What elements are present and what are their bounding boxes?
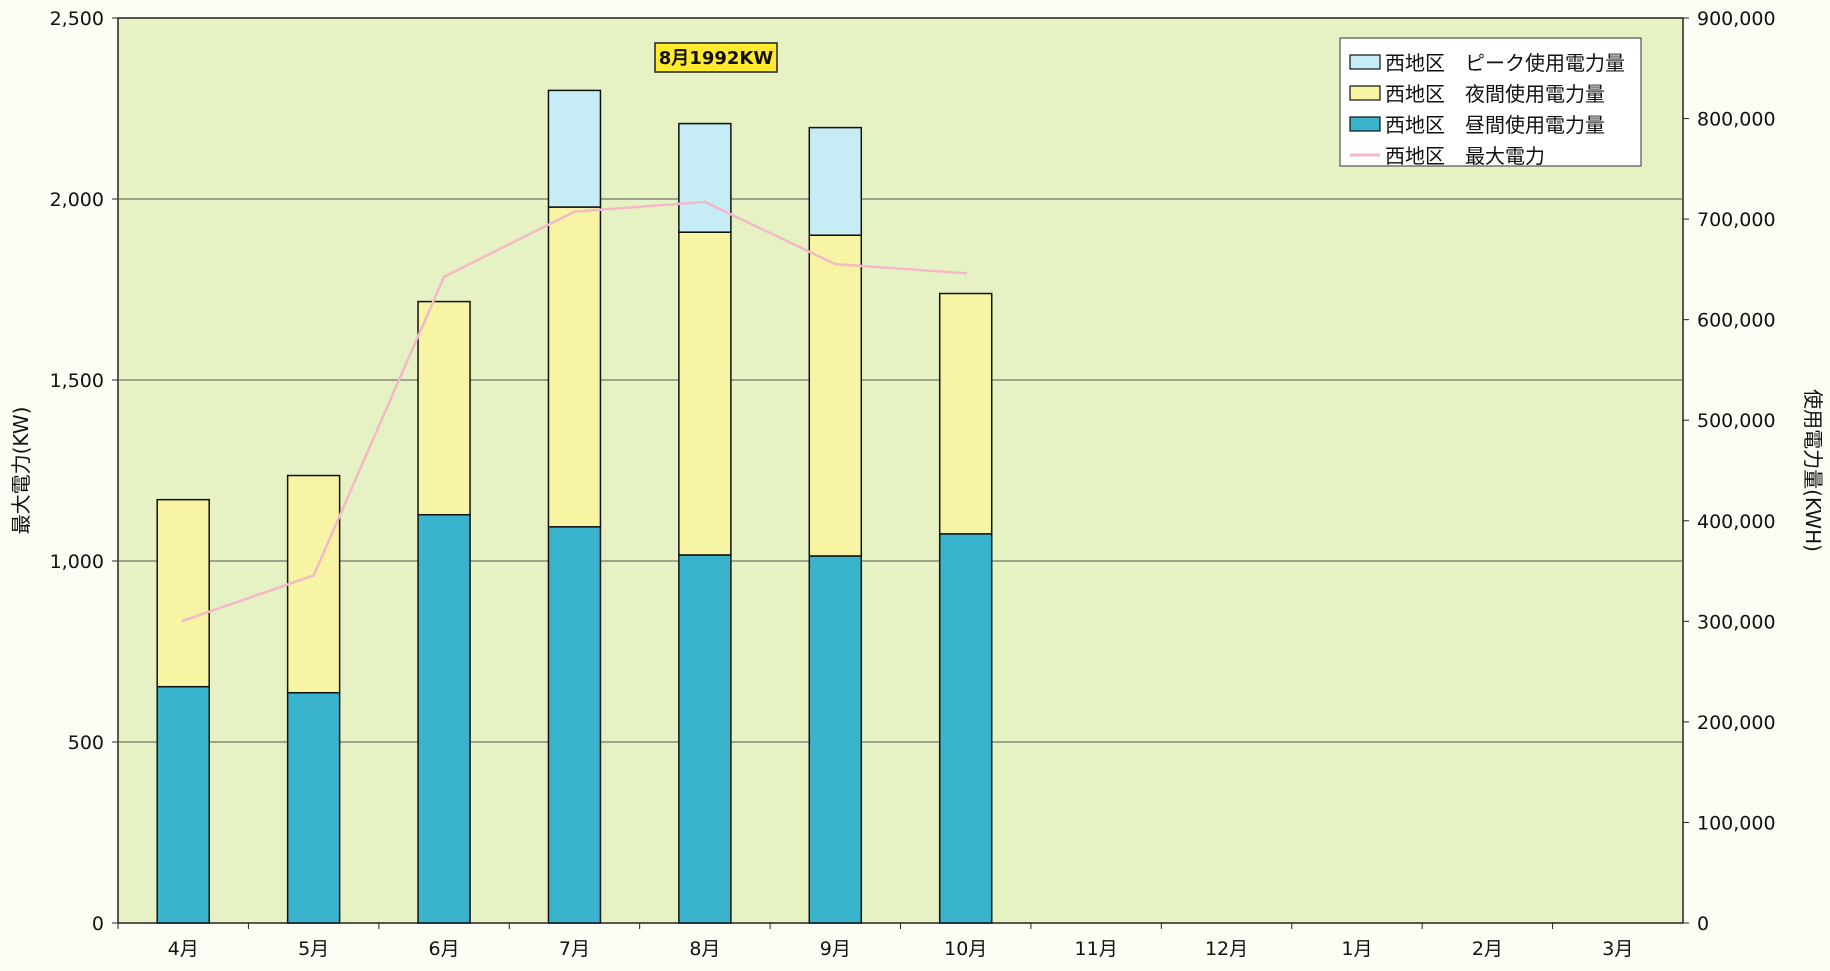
bar-segment	[678, 554, 732, 924]
right-tick-label: 800,000	[1697, 109, 1776, 131]
left-tick-label: 1,500	[50, 370, 104, 392]
right-tick-label: 300,000	[1697, 611, 1776, 633]
x-tick-label: 6月	[428, 938, 459, 960]
max-power-point	[442, 275, 446, 279]
left-tick-label: 2,000	[50, 189, 104, 211]
bar-segment	[938, 533, 993, 924]
bar-segment	[808, 555, 863, 924]
bar-segment	[156, 498, 210, 688]
right-tick-label: 900,000	[1697, 8, 1776, 30]
bar-segment	[156, 685, 210, 924]
x-tick-label: 12月	[1205, 938, 1248, 960]
legend-label: 西地区 ピーク使用電力量	[1385, 51, 1625, 75]
left-tick-label: 1,000	[50, 551, 104, 573]
right-tick-label: 500,000	[1697, 410, 1776, 432]
bar-segment	[808, 126, 863, 236]
legend-label: 西地区 最大電力	[1385, 144, 1545, 168]
right-tick-label: 600,000	[1697, 310, 1776, 332]
right-tick-label: 0	[1697, 913, 1709, 935]
bar-segment	[547, 526, 602, 924]
bar-segment	[417, 513, 471, 924]
left-axis-title: 最大電力(KW)	[9, 407, 33, 535]
bar-segment	[547, 206, 602, 528]
bar-segment	[547, 89, 602, 208]
right-tick-label: 200,000	[1697, 712, 1776, 734]
x-tick-label: 7月	[559, 938, 590, 960]
right-tick-label: 700,000	[1697, 209, 1776, 231]
x-tick-label: 9月	[820, 938, 851, 960]
max-power-point	[964, 271, 968, 275]
legend-label: 西地区 昼間使用電力量	[1385, 113, 1605, 137]
legend-swatch	[1349, 54, 1381, 70]
right-tick-label: 100,000	[1697, 812, 1776, 834]
bar-segment	[286, 474, 341, 694]
legend-label: 西地区 夜間使用電力量	[1385, 82, 1605, 106]
max-power-point	[572, 210, 576, 214]
bar-segment	[808, 234, 863, 557]
max-power-point	[703, 200, 707, 204]
bar-segment	[678, 231, 732, 556]
x-tick-label: 2月	[1472, 938, 1503, 960]
bar-segment	[938, 292, 993, 535]
legend-box	[1339, 37, 1642, 167]
max-power-point	[181, 619, 185, 623]
x-tick-label: 11月	[1075, 938, 1118, 960]
x-tick-label: 3月	[1602, 938, 1633, 960]
x-tick-label: 5月	[298, 938, 329, 960]
left-tick-label: 500	[68, 732, 104, 754]
x-tick-label: 4月	[168, 938, 199, 960]
left-tick-label: 0	[92, 913, 104, 935]
max-power-point	[312, 573, 316, 577]
legend-swatch	[1349, 85, 1381, 101]
x-tick-label: 10月	[944, 938, 987, 960]
x-tick-label: 8月	[689, 938, 720, 960]
bar-segment	[417, 300, 471, 516]
plot-area	[117, 17, 1684, 924]
left-tick-label: 2,500	[50, 8, 104, 30]
right-axis-title: 使用電力量(KWH)	[1801, 389, 1825, 552]
annotation-text: 8月1992KW	[659, 48, 774, 69]
x-tick-label: 1月	[1341, 938, 1372, 960]
right-tick-label: 400,000	[1697, 511, 1776, 533]
legend-swatch	[1349, 116, 1381, 132]
bar-segment	[286, 691, 341, 924]
max-power-point	[833, 262, 837, 266]
bar-segment	[678, 122, 732, 233]
annotation-box	[654, 42, 778, 73]
